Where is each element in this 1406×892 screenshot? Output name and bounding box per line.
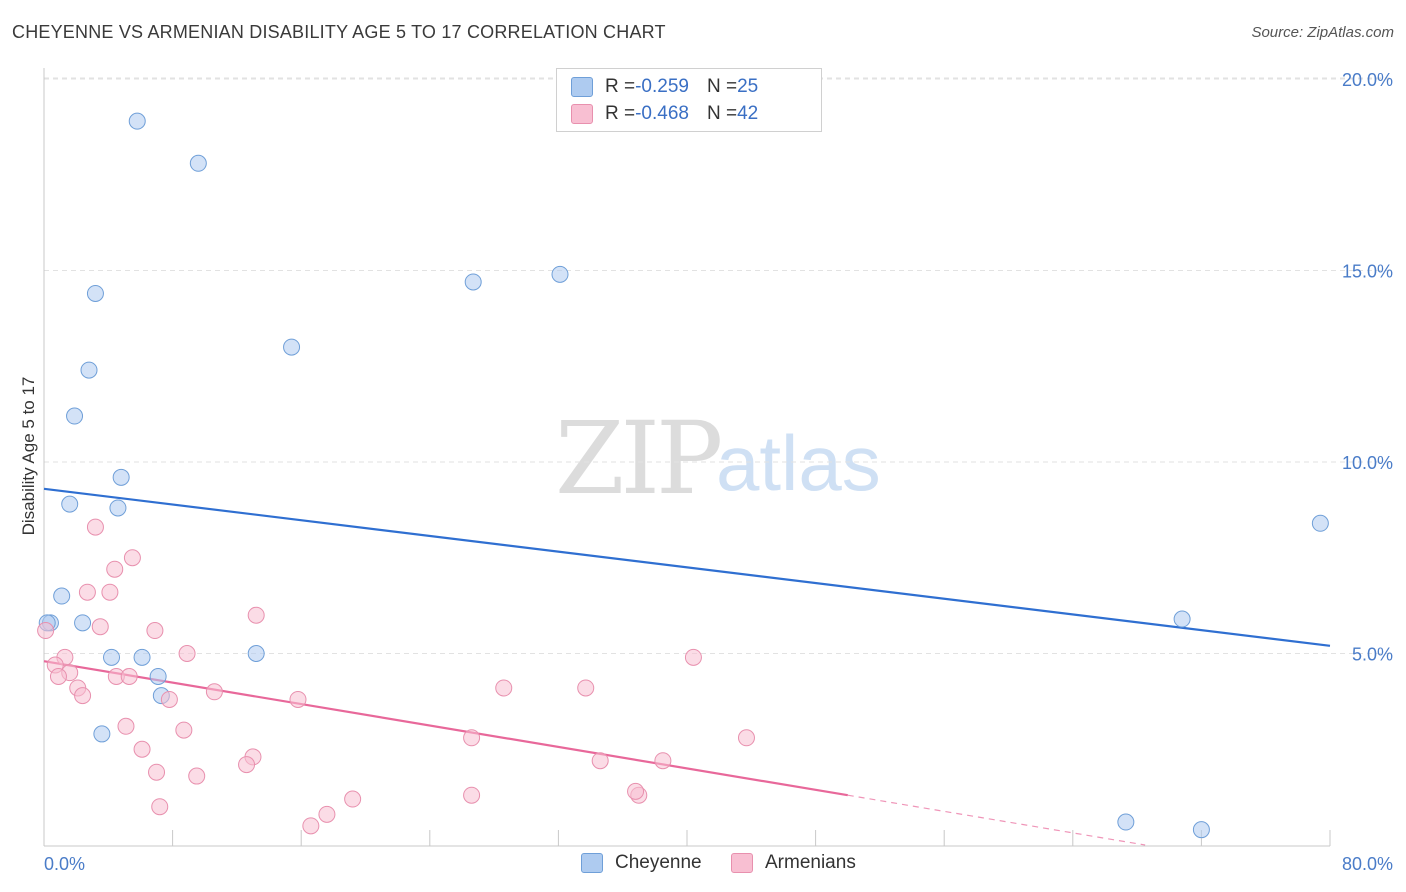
- data-point-armenians: [577, 679, 595, 697]
- data-point-armenians: [344, 790, 362, 808]
- gridlines: [44, 77, 1392, 654]
- data-point-armenians: [106, 560, 124, 578]
- data-point-cheyenne: [551, 265, 569, 283]
- legend-swatch-armenians: [731, 853, 753, 873]
- data-point-armenians: [627, 782, 645, 800]
- y-axis-label: Disability Age 5 to 17: [19, 377, 38, 536]
- legend-r-label: R =: [605, 103, 636, 124]
- data-point-armenians: [654, 752, 672, 770]
- y-tick-label: 15.0%: [1342, 262, 1393, 282]
- data-point-armenians: [178, 645, 196, 662]
- y-tick-label: 10.0%: [1342, 453, 1393, 473]
- data-point-armenians: [302, 817, 320, 835]
- trend-lines: [43, 487, 1331, 846]
- data-point-cheyenne: [1117, 813, 1135, 831]
- data-point-cheyenne: [109, 499, 127, 517]
- legend-swatch-armenians: [571, 104, 593, 124]
- data-points: [37, 112, 1329, 839]
- data-point-armenians: [318, 805, 336, 823]
- correlation-legend: R = -0.259 N = 25 R = -0.468 N = 42: [556, 68, 822, 132]
- data-point-cheyenne: [133, 648, 151, 666]
- legend-label-armenians: Armenians: [765, 852, 856, 873]
- data-point-armenians: [123, 549, 141, 567]
- legend-row-cheyenne: R = -0.259 N = 25: [571, 75, 758, 99]
- data-point-cheyenne: [103, 648, 121, 666]
- axis-labels: 5.0% 10.0% 15.0% 20.0% 0.0% 80.0% Disability A…: [19, 70, 1393, 874]
- data-point-armenians: [101, 583, 119, 601]
- legend-n-value: 25: [737, 76, 759, 97]
- data-point-armenians: [591, 752, 609, 770]
- data-point-cheyenne: [80, 361, 98, 379]
- watermark-atlas: atlas: [716, 419, 881, 507]
- data-point-armenians: [78, 583, 96, 601]
- data-point-cheyenne: [464, 273, 482, 291]
- watermark-zip: ZIP: [555, 400, 723, 517]
- data-point-armenians: [463, 729, 481, 747]
- data-point-cheyenne: [149, 667, 167, 685]
- data-point-armenians: [737, 729, 755, 747]
- data-point-armenians: [117, 717, 135, 735]
- data-point-armenians: [133, 740, 151, 758]
- data-point-cheyenne: [112, 468, 130, 486]
- data-point-armenians: [495, 679, 513, 697]
- data-point-armenians: [238, 756, 256, 774]
- legend-swatch-cheyenne: [571, 77, 593, 97]
- data-point-armenians: [188, 767, 206, 785]
- chart-title: CHEYENNE VS ARMENIAN DISABILITY AGE 5 TO…: [12, 22, 666, 42]
- trend-line-cheyenne: [43, 487, 1331, 647]
- data-point-cheyenne: [61, 495, 79, 513]
- data-point-armenians: [160, 690, 178, 708]
- data-point-armenians: [684, 648, 702, 666]
- data-point-armenians: [205, 683, 223, 701]
- legend-r-value: -0.468: [635, 103, 689, 124]
- data-point-armenians: [37, 622, 55, 640]
- data-point-armenians: [120, 667, 138, 685]
- series-legend: Cheyenne Armenians: [0, 850, 1406, 878]
- data-point-cheyenne: [53, 587, 71, 605]
- data-point-cheyenne: [247, 645, 265, 662]
- y-tick-label: 20.0%: [1342, 70, 1393, 90]
- source-credit: Source: ZipAtlas.com: [1251, 24, 1394, 41]
- legend-row-armenians: R = -0.468 N = 42: [571, 102, 758, 126]
- data-point-armenians: [247, 606, 265, 624]
- axes: [43, 68, 1331, 847]
- legend-r-label: R =: [605, 76, 636, 97]
- data-point-cheyenne: [1311, 514, 1329, 532]
- data-point-armenians: [151, 798, 169, 816]
- legend-r-value: -0.259: [635, 76, 689, 97]
- data-point-armenians: [146, 622, 164, 640]
- legend-item-armenians: Armenians: [731, 852, 856, 874]
- data-point-cheyenne: [93, 725, 111, 743]
- data-point-armenians: [49, 667, 67, 685]
- x-tick-label: 0.0%: [44, 854, 85, 874]
- y-tick-label: 5.0%: [1352, 645, 1393, 665]
- data-point-armenians: [86, 518, 104, 536]
- data-point-cheyenne: [283, 338, 301, 356]
- data-point-cheyenne: [189, 154, 207, 172]
- data-point-cheyenne: [74, 614, 92, 632]
- data-point-armenians: [175, 721, 193, 739]
- data-point-armenians: [91, 618, 109, 636]
- legend-n-label: N =: [706, 76, 738, 97]
- data-point-armenians: [74, 687, 92, 705]
- data-point-armenians: [148, 763, 166, 781]
- legend-label-cheyenne: Cheyenne: [615, 852, 702, 873]
- data-point-cheyenne: [1173, 610, 1191, 628]
- legend-item-cheyenne: Cheyenne: [581, 852, 702, 874]
- data-point-cheyenne: [66, 407, 84, 425]
- data-point-cheyenne: [128, 112, 146, 130]
- data-point-armenians: [463, 786, 481, 804]
- trend-extension-armenians: [847, 794, 1146, 846]
- legend-n-label: N =: [706, 103, 738, 124]
- legend-swatch-cheyenne: [581, 853, 603, 873]
- legend-n-value: 42: [737, 103, 759, 124]
- trend-line-armenians: [43, 660, 848, 797]
- data-point-armenians: [289, 690, 307, 708]
- data-point-cheyenne: [1192, 821, 1210, 839]
- data-point-cheyenne: [86, 284, 104, 302]
- x-tick-label: 80.0%: [1342, 854, 1393, 874]
